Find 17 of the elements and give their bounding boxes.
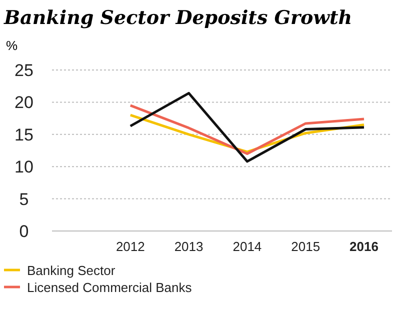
chart-title: Banking Sector Deposits Growth <box>3 7 352 29</box>
legend-label: Licensed Commercial Banks <box>27 280 192 295</box>
x-tick-label: 2015 <box>291 239 320 254</box>
legend-label: Banking Sector <box>27 263 116 278</box>
x-tick-label: 2012 <box>116 239 145 254</box>
y-tick-label: 25 <box>14 61 34 80</box>
line-series <box>129 104 366 155</box>
y-tick-label: 20 <box>14 93 34 112</box>
x-tick-label: 2013 <box>174 239 204 254</box>
x-tick-label: 2016 <box>350 239 378 254</box>
y-tick-label: 5 <box>19 190 29 209</box>
y-tick-label: 15 <box>14 125 34 144</box>
y-tick-label: 0 <box>19 222 29 241</box>
y-axis-title: % <box>6 38 18 53</box>
x-tick-label: 2014 <box>232 239 262 254</box>
line-series <box>129 92 366 163</box>
y-tick-label: 10 <box>14 158 34 177</box>
